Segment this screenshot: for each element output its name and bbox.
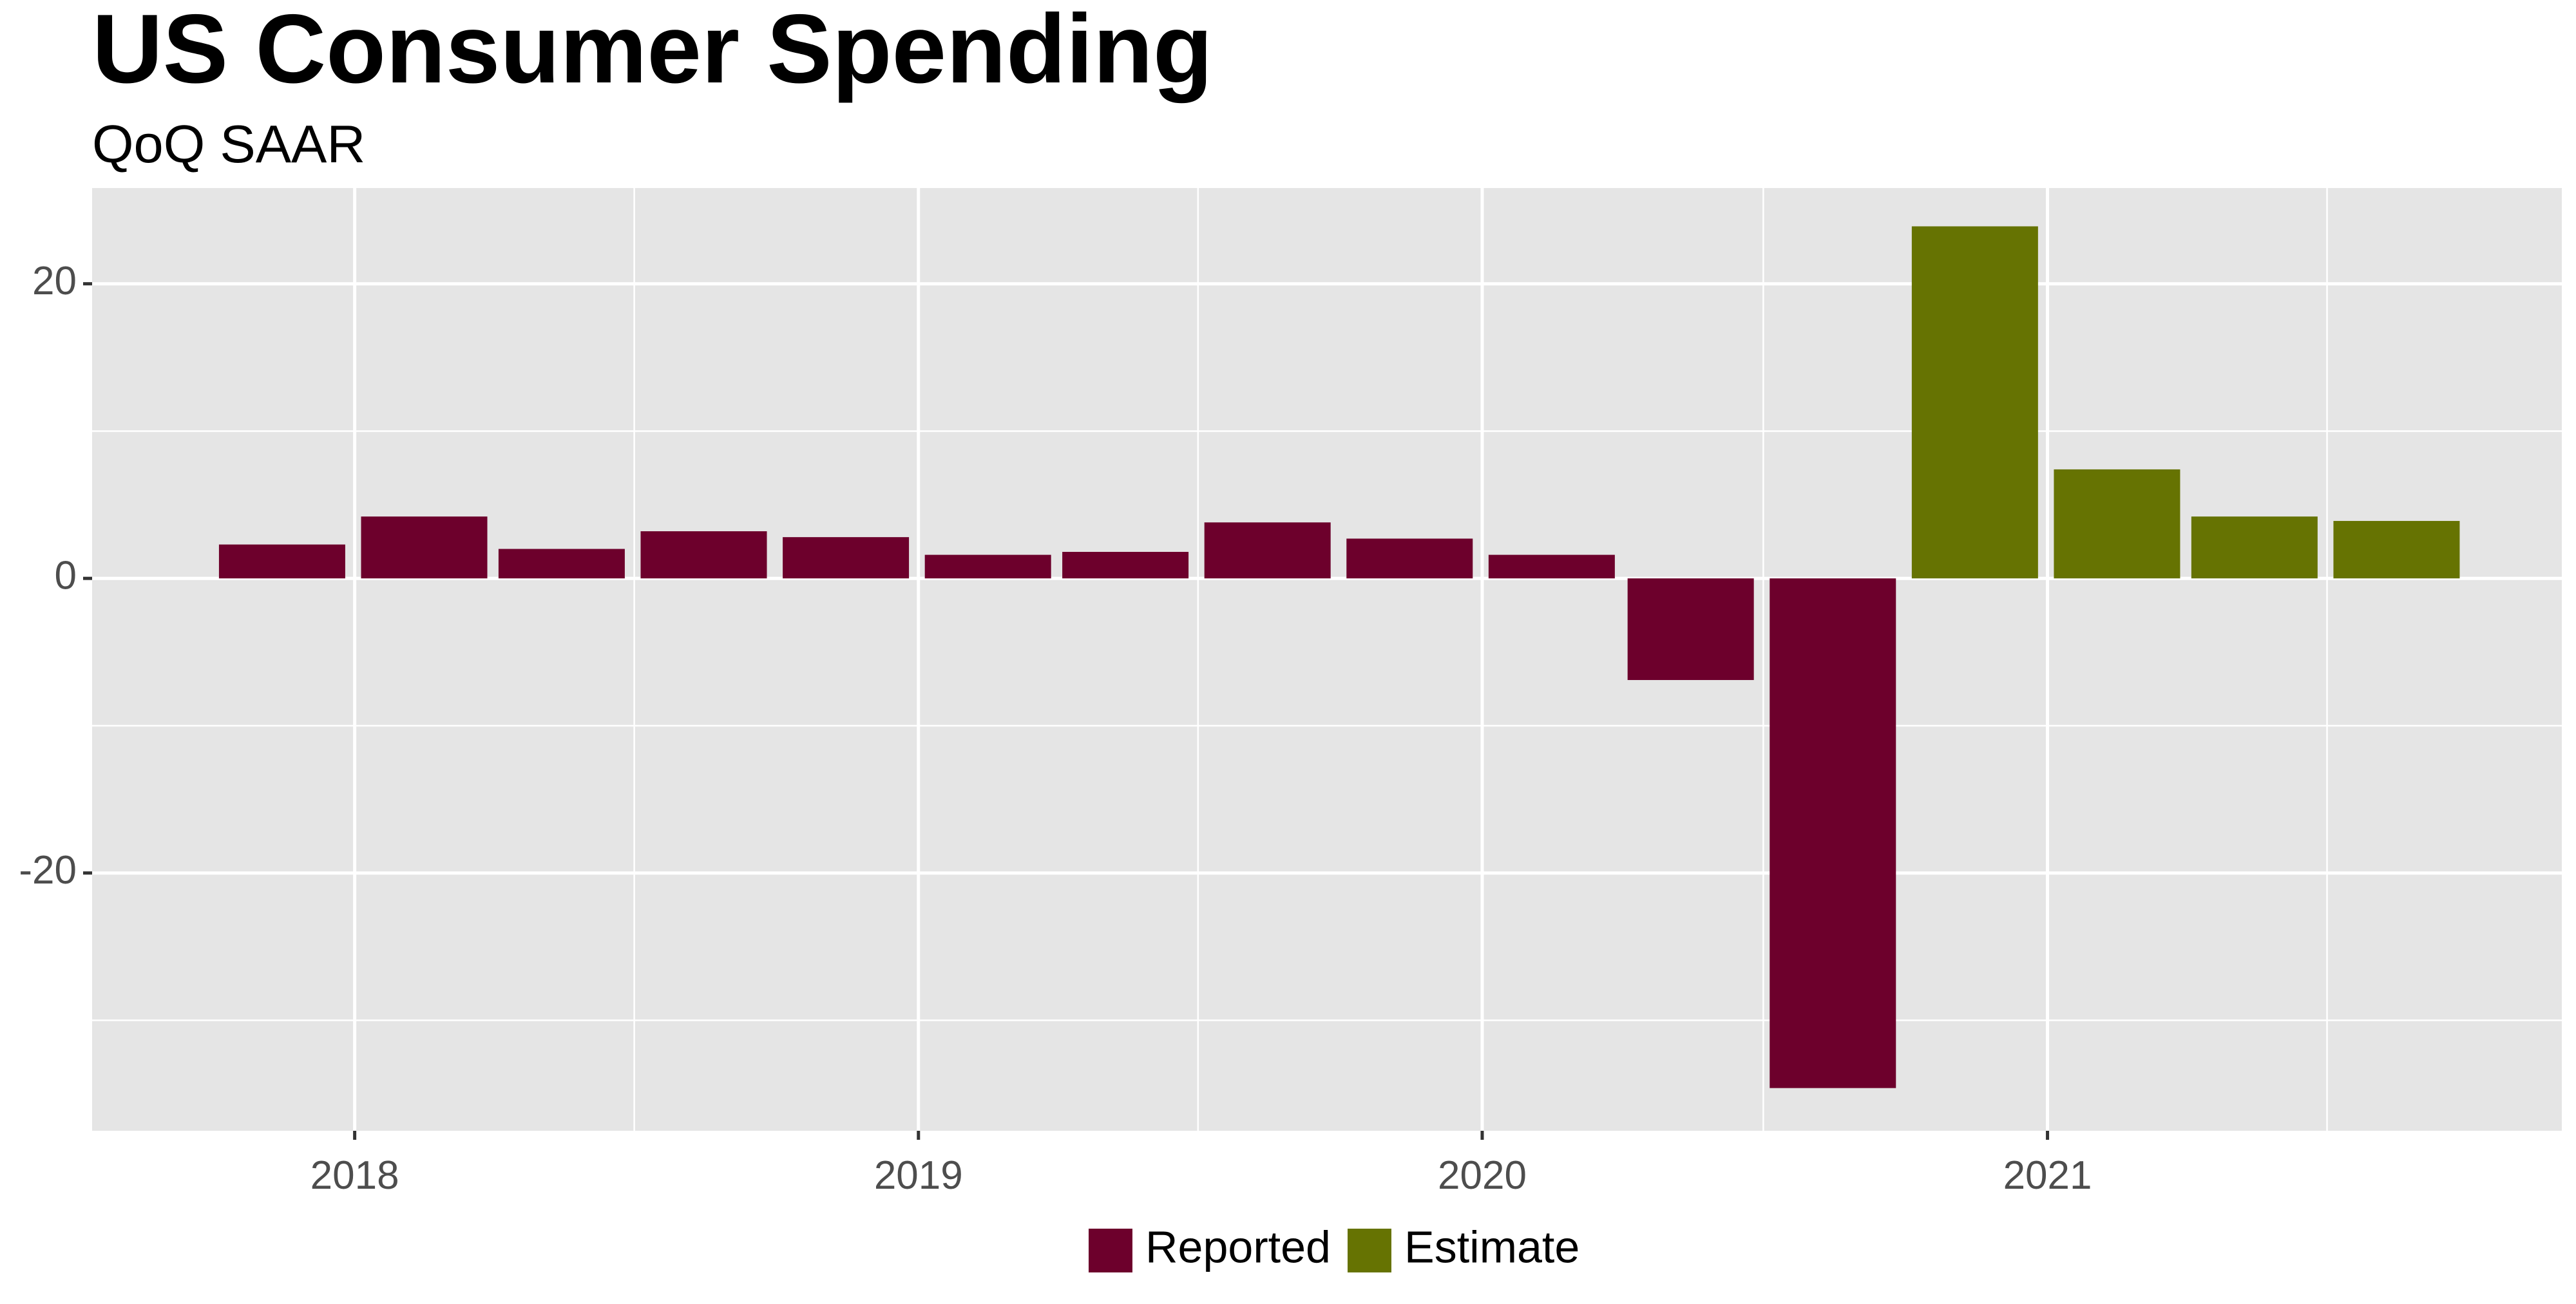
legend-label-reported: Reported (1145, 1222, 1331, 1272)
x-tick-label: 2021 (2003, 1153, 2092, 1198)
x-tick-label: 2018 (310, 1153, 399, 1198)
x-tick-label: 2019 (874, 1153, 963, 1198)
bar-reported (640, 531, 767, 579)
legend-key-estimate (1348, 1229, 1391, 1272)
bar-reported (1770, 578, 1896, 1088)
y-axis: -20 0 20 (19, 259, 92, 893)
legend: Reported Estimate (1089, 1222, 1579, 1272)
x-axis: 2018 2019 2020 2021 (310, 1131, 2092, 1198)
bar-reported (1062, 552, 1189, 579)
minor-gridlines (70, 188, 2562, 1131)
bar-estimate (2191, 516, 2318, 579)
bar-reported (498, 549, 625, 579)
bar-reported (924, 554, 1051, 579)
bars (218, 226, 2460, 1088)
y-tick-label: 0 (55, 554, 77, 598)
bar-estimate (1911, 226, 2038, 579)
chart-subtitle: QoQ SAAR (92, 114, 365, 174)
legend-label-estimate: Estimate (1404, 1222, 1579, 1272)
y-tick-label: 20 (32, 259, 77, 303)
chart-title: US Consumer Spending (92, 0, 1213, 104)
legend-key-reported (1089, 1229, 1132, 1272)
bar-reported (1204, 522, 1331, 579)
bar-reported (218, 544, 345, 579)
bar-estimate (2333, 520, 2460, 579)
bar-reported (1488, 554, 1615, 579)
x-tick-label: 2020 (1438, 1153, 1527, 1198)
bar-estimate (2054, 469, 2180, 579)
bar-reported (783, 537, 910, 579)
y-tick-label: -20 (19, 848, 77, 893)
plot-panel (92, 188, 2562, 1131)
bar-reported (361, 516, 488, 579)
bar-reported (1627, 578, 1754, 681)
bar-reported (1346, 538, 1473, 579)
